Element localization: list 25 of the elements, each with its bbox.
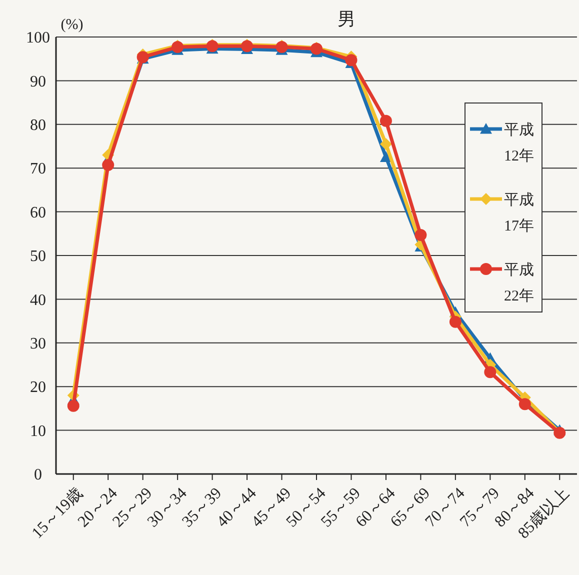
y-tick-label: 70 [30,160,46,178]
y-tick-label: 80 [30,117,46,134]
point [414,228,427,241]
y-tick-label: 90 [30,73,46,90]
point [102,159,114,172]
y-tick-label: 40 [30,292,46,309]
point [380,138,392,150]
y-tick-label: 20 [30,379,46,396]
chart-title: 男 [338,9,356,29]
y-tick-label: 0 [34,466,42,484]
point [67,400,80,412]
y-tick-label: 100 [26,30,50,47]
legend-label: 平成 12年 [504,121,534,164]
point [484,366,496,378]
y-tick-label: 60 [30,204,46,222]
point [380,114,392,127]
y-tick-label: 30 [30,336,46,352]
point [449,316,462,328]
y-axis-title: (%) [60,17,84,33]
point [518,398,531,410]
point [345,54,358,66]
y-tick-label: 50 [30,248,46,266]
legend-label: 平成 17年 [504,191,534,234]
y-tick-label: 10 [30,422,46,440]
legend-label: 平成 22年 [504,261,534,304]
